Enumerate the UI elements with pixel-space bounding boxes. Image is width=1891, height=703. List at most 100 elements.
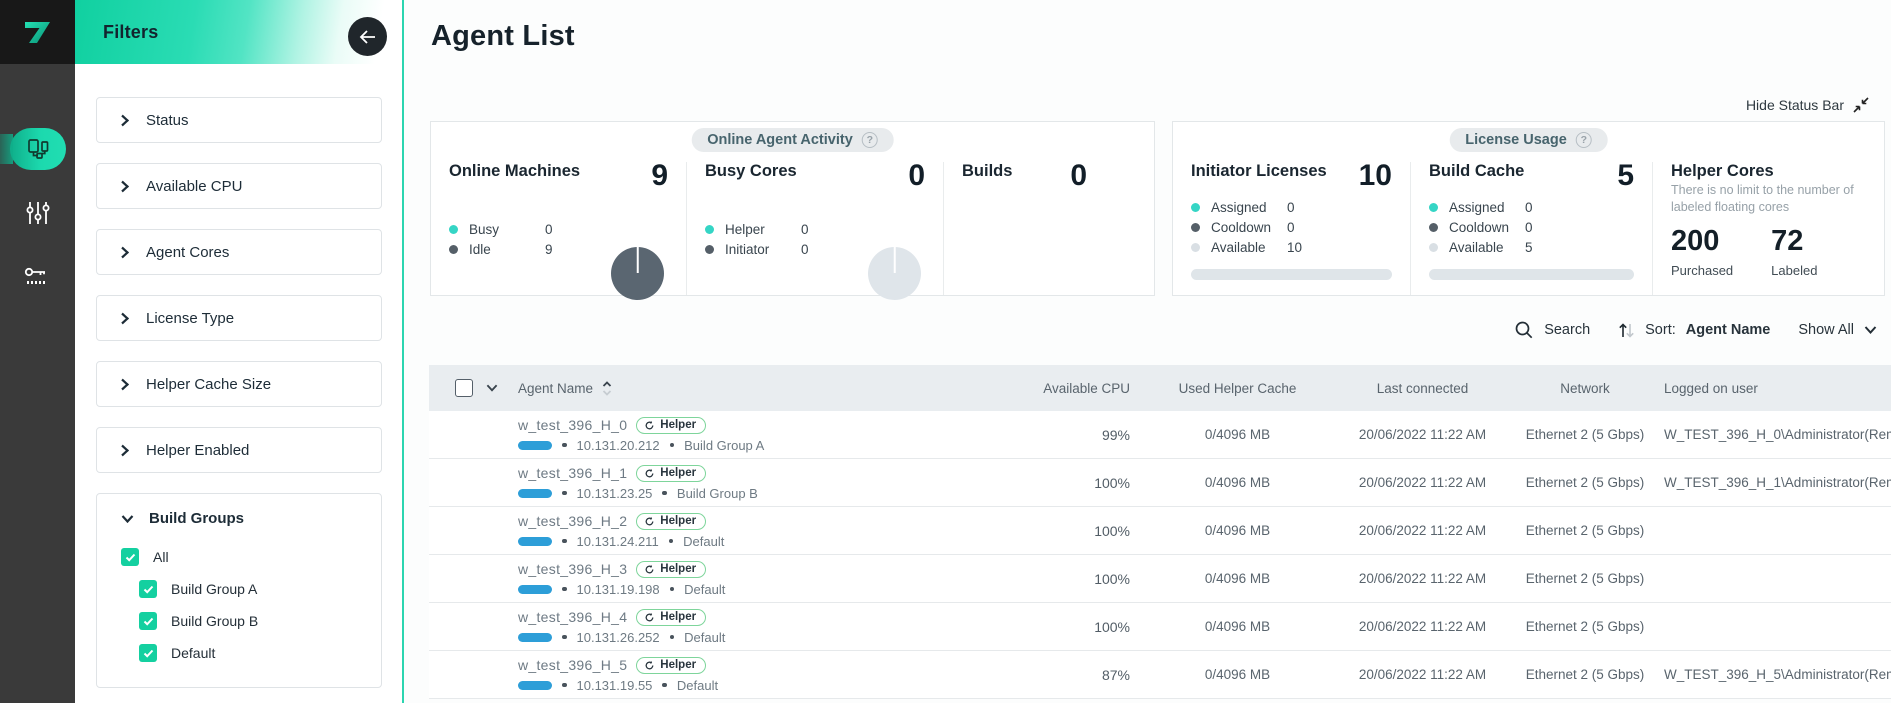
check-icon — [125, 553, 135, 562]
build-group-option[interactable]: Build Group B — [139, 605, 381, 637]
sidebar-item-licenses[interactable] — [0, 256, 75, 298]
build-group-option[interactable]: All — [121, 541, 381, 573]
column-header-available-cpu[interactable]: Available CPU — [1043, 380, 1130, 396]
agent-activity-bar[interactable] — [518, 584, 552, 594]
legend: Assigned 0 Cooldown 0 — [1191, 200, 1349, 255]
build-groups-label: Build Groups — [149, 510, 244, 527]
agent-activity-bar[interactable] — [518, 680, 552, 690]
legend-item: Helper 0 — [705, 222, 863, 237]
show-all-dropdown[interactable]: Show All — [1798, 322, 1877, 338]
agent-activity-bar[interactable] — [518, 440, 552, 450]
table-row[interactable]: w_test_396_H_5 Helper — [429, 651, 1891, 699]
metric-value: 10 — [1358, 159, 1392, 192]
filter-section[interactable]: License Type — [96, 295, 382, 341]
sidebar-item-agents[interactable] — [0, 128, 75, 170]
app-logo[interactable] — [0, 0, 75, 64]
checkbox-checked[interactable] — [121, 548, 139, 566]
license-usage-label: License Usage — [1465, 132, 1567, 148]
filters-title: Filters — [103, 21, 159, 42]
column-header-network[interactable]: Network — [1560, 380, 1610, 396]
filter-section[interactable]: Helper Enabled — [96, 427, 382, 473]
hide-status-bar-button[interactable]: Hide Status Bar — [1746, 97, 1869, 113]
helper-badge-label: Helper — [660, 515, 697, 527]
last-connected-value: 20/06/2022 11:22 AM — [1358, 667, 1487, 682]
checkbox-checked[interactable] — [139, 644, 157, 662]
info-icon[interactable]: ? — [861, 132, 878, 148]
build-group-option[interactable]: Build Group A — [139, 573, 381, 605]
helper-badge: Helper — [636, 560, 707, 578]
agent-activity-bar[interactable] — [518, 488, 552, 498]
table-row[interactable]: w_test_396_H_2 Helper — [429, 507, 1891, 555]
table-row[interactable]: w_test_396_H_0 Helper — [429, 411, 1891, 459]
agent-name[interactable]: w_test_396_H_1 — [518, 465, 628, 481]
filter-section[interactable]: Status — [96, 97, 382, 143]
metric-title: Helper Cores — [1671, 162, 1774, 180]
sort-control[interactable]: Sort: Agent Name — [1618, 322, 1770, 339]
legend: Assigned 0 Cooldown 0 — [1429, 200, 1587, 255]
legend: Busy 0 Idle 9 — [449, 222, 607, 257]
metric-busy-cores: Busy Cores 0 Helper 0 — [687, 161, 944, 300]
filter-section[interactable]: Available CPU — [96, 163, 382, 209]
filters-body: Status Available CPU Agent Cores — [75, 64, 402, 688]
agent-activity-bar[interactable] — [518, 632, 552, 642]
table-row[interactable]: w_test_396_H_1 Helper — [429, 459, 1891, 507]
dot-separator — [562, 538, 567, 544]
column-header-used-helper-cache[interactable]: Used Helper Cache — [1178, 380, 1297, 396]
agent-ip: 10.131.20.212 — [576, 437, 660, 453]
filter-section-label: Status — [146, 111, 189, 129]
table-toolbar: Search Sort: Agent Name Show All — [1514, 311, 1877, 349]
legend-label: Helper — [725, 222, 765, 237]
column-header-logged-on-user[interactable]: Logged on user — [1664, 380, 1758, 396]
labeled-value: 72 — [1771, 224, 1804, 257]
legend-item: Cooldown 0 — [1191, 220, 1349, 235]
dot-separator — [562, 442, 567, 448]
last-connected-value: 20/06/2022 11:22 AM — [1358, 427, 1487, 442]
agent-name[interactable]: w_test_396_H_2 — [518, 513, 628, 529]
helper-cores-note: There is no limit to the number of label… — [1671, 183, 1854, 214]
build-group-option-label: All — [153, 549, 169, 565]
last-connected-value: 20/06/2022 11:22 AM — [1358, 475, 1487, 490]
sort-prefix: Sort: — [1645, 322, 1676, 338]
table-row[interactable]: w_test_396_H_4 Helper — [429, 603, 1891, 651]
column-header-agent-name[interactable]: Agent Name — [510, 381, 945, 396]
metric-title: Build Cache — [1429, 162, 1525, 180]
table-row[interactable]: w_test_396_H_3 Helper — [429, 555, 1891, 603]
helper-cores-labeled: 72 Labeled — [1771, 225, 1817, 278]
select-menu-chevron-icon[interactable] — [486, 384, 498, 392]
helper-cores-purchased: 200 Purchased — [1671, 225, 1733, 278]
online-agent-activity-label: Online Agent Activity — [707, 132, 853, 148]
metric-initiator-licenses: Initiator Licenses 10 Assigned 0 — [1173, 159, 1411, 295]
agent-name[interactable]: w_test_396_H_4 — [518, 609, 628, 625]
build-groups-header[interactable]: Build Groups — [121, 510, 381, 527]
helper-badge: Helper — [636, 416, 707, 434]
available-cpu-value: 87% — [1101, 666, 1130, 683]
info-icon[interactable]: ? — [1575, 132, 1592, 148]
metric-value: 9 — [651, 159, 668, 192]
search-button[interactable]: Search — [1514, 320, 1590, 340]
select-all-checkbox[interactable] — [455, 379, 473, 397]
filter-section[interactable]: Agent Cores — [96, 229, 382, 275]
metric-title: Initiator Licenses — [1191, 162, 1327, 180]
dot-separator — [669, 634, 675, 640]
brand-logo-icon — [24, 22, 50, 43]
legend-label: Assigned — [1211, 200, 1267, 215]
filter-section-label: Helper Enabled — [146, 441, 250, 459]
checkbox-checked[interactable] — [139, 580, 157, 598]
page-title: Agent List — [431, 20, 575, 52]
sidebar-item-settings[interactable] — [0, 192, 75, 234]
refresh-icon — [645, 612, 654, 621]
build-group-option[interactable]: Default — [139, 637, 381, 669]
agent-name[interactable]: w_test_396_H_0 — [518, 417, 628, 433]
checkbox-checked[interactable] — [139, 612, 157, 630]
sliders-icon — [26, 202, 49, 224]
legend-dot — [449, 225, 458, 234]
collapse-filters-button[interactable] — [348, 17, 387, 56]
legend-dot — [1429, 243, 1438, 252]
agent-name[interactable]: w_test_396_H_5 — [518, 657, 628, 673]
filter-section[interactable]: Helper Cache Size — [96, 361, 382, 407]
agent-activity-bar[interactable] — [518, 536, 552, 546]
column-header-last-connected[interactable]: Last connected — [1376, 380, 1469, 396]
legend-label: Busy — [469, 222, 500, 237]
network-value: Ethernet 2 (5 Gbps) — [1525, 523, 1645, 538]
agent-name[interactable]: w_test_396_H_3 — [518, 561, 628, 577]
